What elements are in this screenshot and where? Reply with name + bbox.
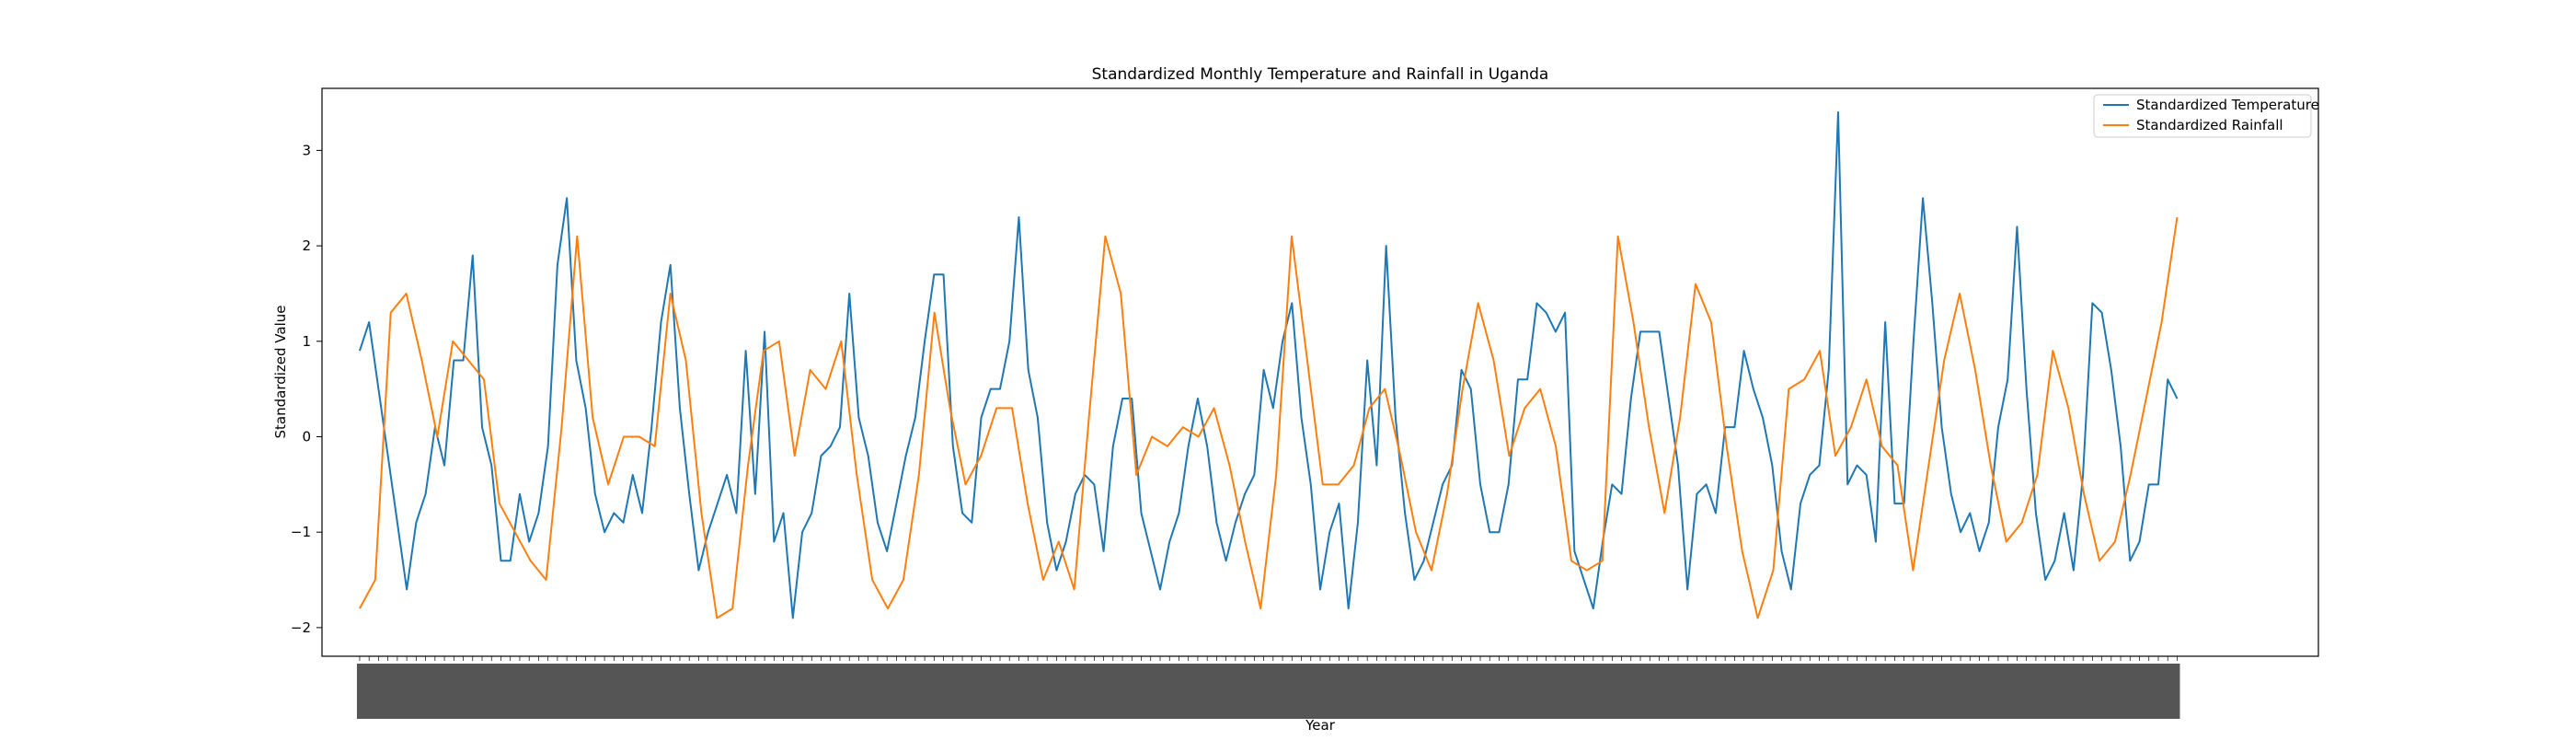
y-tick-label: 0 [302,428,311,445]
plot-area [321,87,2319,657]
y-tick-label: 3 [302,142,311,158]
y-axis-ticks: −2 −1 0 1 2 3 [291,142,322,636]
x-tick-label-cluster [356,664,2180,719]
legend-label-rainfall: Standardized Rainfall [2136,117,2283,133]
series-line-rainfall [359,216,2179,619]
y-tick-label: 1 [302,333,311,350]
chart-title: Standardized Monthly Temperature and Rai… [1092,65,1549,84]
x-axis-label: Year [1305,717,1336,734]
y-axis-label: Standardized Value [272,306,289,439]
x-axis-ticks [356,656,2180,719]
y-tick-label: 2 [302,237,311,254]
y-tick-label: −2 [291,619,311,636]
y-tick-label: −1 [291,524,311,540]
legend-label-temperature: Standardized Temperature [2136,97,2319,113]
series-lines [358,110,2179,619]
series-line-temperature [358,110,2179,619]
legend: Standardized Temperature Standardized Ra… [2093,94,2319,138]
legend-box [2093,94,2312,138]
